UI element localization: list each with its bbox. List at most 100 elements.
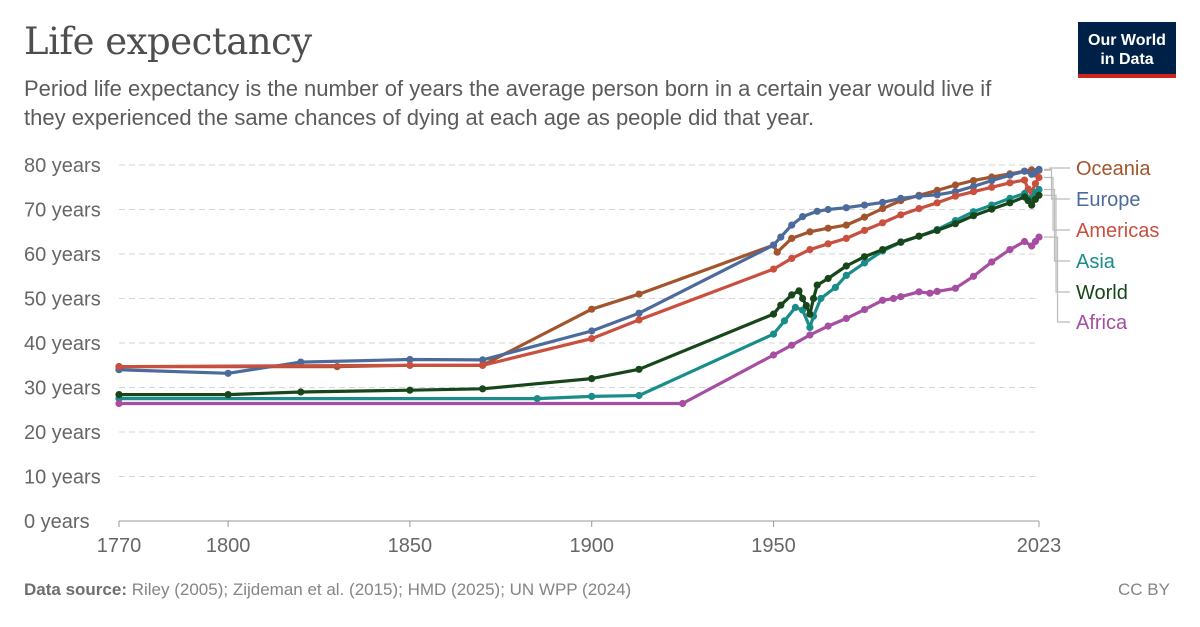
data-point	[842, 271, 850, 279]
x-tick-label: 2023	[1017, 535, 1062, 557]
data-point	[635, 316, 643, 324]
data-point	[915, 192, 923, 200]
legend-label-americas[interactable]: Americas	[1076, 220, 1159, 242]
data-point	[951, 181, 960, 189]
series-europe[interactable]	[115, 165, 1043, 377]
data-point	[813, 281, 821, 289]
data-point	[115, 363, 123, 371]
y-tick-label: 40 years	[24, 333, 101, 355]
data-point	[788, 254, 796, 262]
data-point	[824, 322, 832, 330]
y-tick-label: 10 years	[24, 467, 101, 489]
data-point	[635, 290, 643, 298]
data-point	[1028, 201, 1036, 209]
data-point	[679, 399, 687, 408]
x-tick-label: 1900	[569, 535, 614, 557]
series-line	[117, 235, 1041, 406]
data-point	[777, 233, 785, 241]
data-point	[806, 228, 814, 236]
data-point	[788, 291, 796, 299]
data-point	[406, 386, 414, 394]
data-point	[780, 317, 789, 325]
data-point	[988, 177, 996, 185]
data-point	[297, 358, 305, 366]
data-point	[969, 182, 978, 190]
data-point	[1035, 173, 1043, 182]
data-point	[406, 355, 414, 364]
data-point	[791, 303, 800, 311]
legend-label-europe[interactable]: Europe	[1076, 189, 1141, 211]
data-point	[479, 361, 487, 369]
data-point	[842, 262, 850, 270]
data-point	[788, 221, 796, 229]
data-point	[635, 309, 643, 317]
data-point	[915, 232, 923, 240]
data-point	[588, 305, 596, 313]
series-africa[interactable]	[115, 233, 1043, 408]
y-tick-label: 30 years	[24, 378, 101, 400]
data-point	[824, 240, 832, 248]
data-point	[1006, 179, 1014, 187]
data-point	[969, 212, 978, 220]
data-point	[588, 335, 596, 343]
owid-logo[interactable]: Our World in Data	[1078, 22, 1176, 78]
data-point	[988, 258, 996, 266]
series-world[interactable]	[115, 191, 1043, 399]
x-tick-label: 1850	[388, 535, 433, 557]
data-point	[951, 284, 960, 292]
data-point	[635, 391, 643, 400]
data-point	[860, 259, 869, 267]
y-tick-label: 70 years	[24, 200, 101, 222]
data-point	[842, 314, 850, 323]
logo-line-1: Our World	[1088, 32, 1166, 49]
data-point	[988, 183, 996, 191]
logo-line-2: in Data	[1100, 51, 1154, 68]
data-point	[773, 248, 781, 256]
data-point	[1006, 246, 1014, 254]
data-point	[297, 388, 305, 396]
data-point	[769, 310, 778, 318]
data-point	[933, 191, 941, 199]
data-point	[806, 310, 814, 318]
data-point	[860, 306, 869, 314]
data-point	[802, 302, 810, 310]
data-point	[1020, 167, 1029, 175]
data-point	[769, 330, 778, 338]
chart-title: Life expectancy	[24, 20, 312, 63]
data-point	[926, 289, 934, 297]
data-point	[1020, 176, 1029, 184]
legend-label-world[interactable]: World	[1076, 282, 1128, 304]
data-point	[806, 331, 814, 339]
data-point	[889, 294, 898, 303]
data-point	[533, 395, 541, 403]
x-tick-label: 1800	[206, 535, 251, 557]
y-tick-label: 0 years	[24, 511, 90, 533]
data-point	[933, 226, 941, 234]
data-point	[769, 351, 778, 359]
data-point	[860, 213, 869, 221]
data-point	[777, 301, 785, 309]
data-point	[879, 205, 887, 213]
data-point	[879, 198, 887, 206]
data-point	[969, 177, 978, 185]
license-link[interactable]: CC BY	[1118, 580, 1170, 599]
data-point	[769, 265, 778, 273]
series-line	[117, 175, 1041, 369]
legend-label-africa[interactable]: Africa	[1076, 312, 1128, 334]
legend-label-oceania[interactable]: Oceania	[1076, 158, 1151, 180]
data-point	[824, 274, 832, 283]
data-point	[1035, 191, 1043, 199]
data-point	[799, 294, 807, 303]
data-point	[824, 205, 832, 214]
data-point	[224, 369, 232, 377]
data-point	[969, 188, 978, 196]
legend-layer: Oceania Europe Americas Asia World Africa	[1044, 158, 1159, 334]
data-point	[897, 211, 905, 219]
data-point	[831, 283, 840, 291]
data-point	[897, 293, 905, 301]
legend-label-asia[interactable]: Asia	[1076, 251, 1116, 273]
y-tick-label: 60 years	[24, 244, 101, 266]
series-americas[interactable]	[115, 173, 1043, 371]
data-point	[860, 226, 869, 234]
